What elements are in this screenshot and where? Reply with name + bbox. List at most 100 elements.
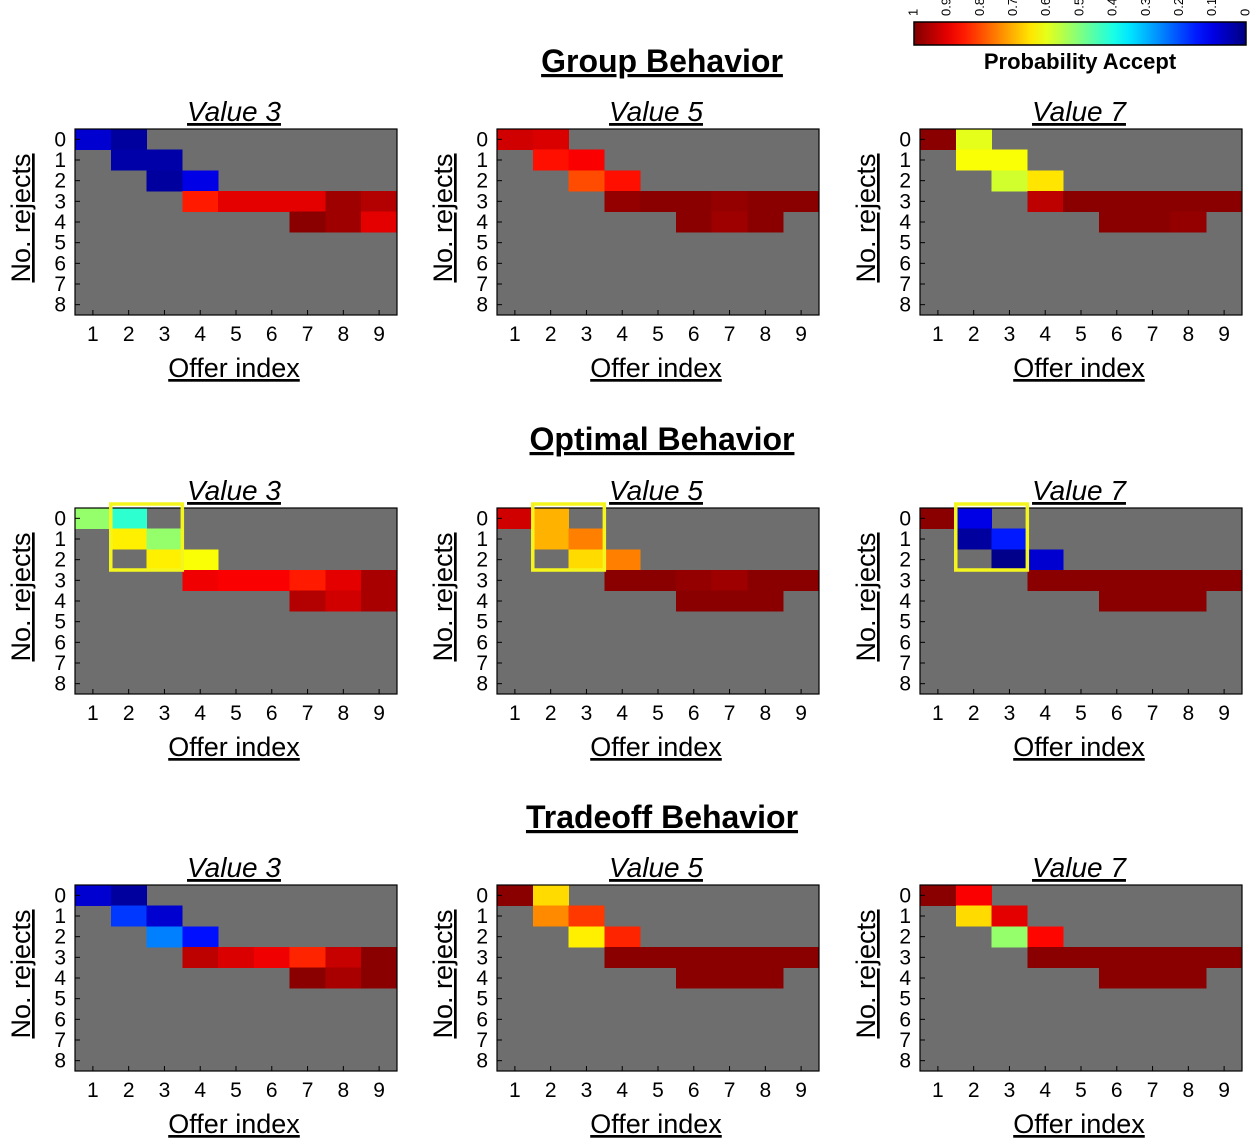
- y-tick-label: 4: [54, 211, 66, 234]
- y-tick-label: 7: [54, 1029, 66, 1052]
- y-tick-label: 2: [54, 549, 66, 572]
- heatmap-cell: [1134, 590, 1171, 612]
- colorbar: [913, 21, 1247, 46]
- heatmap-cell: [218, 570, 255, 592]
- heatmap-cell: [747, 947, 784, 969]
- x-tick-label: 7: [724, 1079, 736, 1102]
- heatmap-cell: [1134, 967, 1171, 989]
- heatmap-cell: [711, 590, 748, 612]
- x-tick-label: 2: [968, 323, 980, 346]
- heatmap-cell: [604, 947, 641, 969]
- y-tick-label: 1: [476, 528, 488, 551]
- x-tick-label: 3: [1004, 323, 1016, 346]
- heatmap-cell: [1098, 570, 1136, 592]
- heatmap-cell: [640, 191, 677, 213]
- x-tick-label: 6: [688, 323, 700, 346]
- x-tick-label: 8: [1182, 702, 1194, 725]
- x-tick-label: 3: [159, 1079, 171, 1102]
- heatmap-cell: [182, 926, 219, 948]
- heatmap-cell: [289, 570, 326, 592]
- heatmap-cell: [110, 508, 147, 530]
- heatmap-cell: [325, 570, 362, 592]
- heatmap-cell: [991, 149, 1028, 171]
- heatmap-cell: [1027, 947, 1064, 969]
- heatmap-cell: [955, 129, 992, 151]
- heatmap-cell: [1134, 570, 1171, 592]
- heatmap-cell: [568, 149, 605, 171]
- y-tick-label: 8: [54, 673, 66, 696]
- x-tick-label: 1: [932, 323, 944, 346]
- heatmap-cell: [991, 528, 1028, 550]
- section-title: Optimal Behavior: [530, 421, 795, 457]
- heatmap-cell: [675, 590, 713, 612]
- heatmap-cell: [146, 170, 183, 192]
- heatmap-cell: [747, 191, 784, 213]
- heatmap-cell: [1170, 967, 1207, 989]
- heatmap-cell: [955, 508, 992, 530]
- y-tick-label: 3: [899, 569, 911, 592]
- y-tick-label: 0: [899, 884, 911, 907]
- x-axis-label: Offer index: [1013, 732, 1145, 762]
- x-tick-label: 2: [123, 323, 135, 346]
- heatmap-cell: [532, 885, 569, 907]
- heatmap-cell: [182, 191, 219, 213]
- heatmap-cell: [497, 508, 534, 530]
- x-axis-label: Offer index: [1013, 1109, 1145, 1139]
- x-axis-label: Offer index: [590, 353, 722, 383]
- y-tick-label: 5: [476, 988, 488, 1011]
- y-tick-label: 6: [54, 631, 66, 654]
- heatmap-cell: [1134, 191, 1171, 213]
- heatmap-cell: [711, 947, 748, 969]
- colorbar-tick-label: 0.6: [1038, 0, 1053, 16]
- heatmap-cell: [604, 170, 641, 192]
- heatmap-cell: [182, 549, 219, 571]
- y-tick-label: 2: [899, 549, 911, 572]
- y-tick-label: 3: [476, 190, 488, 213]
- panel-title: Value 5: [609, 475, 703, 506]
- x-tick-label: 2: [545, 702, 557, 725]
- heatmap-cell: [1027, 170, 1064, 192]
- x-tick-label: 6: [266, 1079, 278, 1102]
- y-tick-label: 1: [899, 905, 911, 928]
- x-tick-label: 7: [1147, 323, 1159, 346]
- colorbar-tick-label: 0.7: [1005, 0, 1020, 16]
- x-tick-label: 2: [545, 323, 557, 346]
- y-tick-label: 7: [899, 652, 911, 675]
- x-tick-label: 9: [373, 702, 385, 725]
- heatmap-cell: [1206, 191, 1243, 213]
- heatmap-cell: [1063, 570, 1100, 592]
- x-tick-label: 3: [581, 702, 593, 725]
- heatmap-cell: [1206, 947, 1243, 969]
- heatmap-cell: [253, 947, 291, 969]
- x-tick-label: 3: [1004, 702, 1016, 725]
- y-tick-label: 2: [899, 170, 911, 193]
- y-axis-label: No. rejects: [6, 532, 36, 661]
- x-tick-label: 1: [87, 1079, 99, 1102]
- heatmap-cell: [182, 170, 219, 192]
- x-tick-label: 9: [1218, 702, 1230, 725]
- x-tick-label: 8: [1182, 323, 1194, 346]
- y-tick-label: 0: [54, 128, 66, 151]
- x-tick-label: 7: [302, 702, 314, 725]
- heatmap-cell: [110, 528, 147, 550]
- y-tick-label: 6: [476, 252, 488, 275]
- heatmap-cell: [711, 570, 748, 592]
- heatmap-cell: [146, 905, 183, 927]
- x-tick-label: 5: [1075, 1079, 1087, 1102]
- heatmap-cell: [920, 129, 957, 151]
- y-tick-label: 5: [476, 232, 488, 255]
- heatmap-cell: [640, 570, 677, 592]
- y-tick-label: 2: [476, 926, 488, 949]
- heatmap-cell: [1027, 570, 1064, 592]
- y-tick-label: 2: [54, 170, 66, 193]
- heatmap-cell: [604, 549, 641, 571]
- x-tick-label: 9: [795, 323, 807, 346]
- heatmap-cell: [182, 570, 219, 592]
- x-tick-label: 3: [159, 702, 171, 725]
- colorbar-tick-label: 0.2: [1171, 0, 1186, 16]
- heatmap-cell: [747, 590, 784, 612]
- colorbar-tick-label: 0.3: [1138, 0, 1153, 16]
- y-tick-label: 3: [476, 946, 488, 969]
- colorbar-tick-label: 0.5: [1071, 0, 1086, 16]
